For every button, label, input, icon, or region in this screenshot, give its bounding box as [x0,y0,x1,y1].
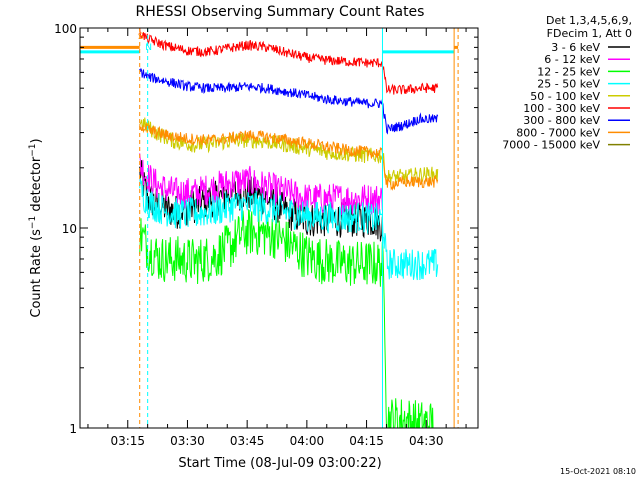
legend-entry: 100 - 300 keV [523,102,630,115]
legend-label: 300 - 800 keV [523,114,600,127]
legend-entry: 50 - 100 keV [530,90,630,103]
legend-title-line-1: Det 1,3,4,5,6,9, [546,14,632,27]
series-line-6-12-kev [139,153,383,216]
y-axis-label-mid: detector [29,156,44,216]
legend-entry: 25 - 50 keV [537,78,630,91]
legend-label: 12 - 25 keV [537,65,600,78]
legend-label: 25 - 50 keV [537,78,600,91]
y-tick-label: 1 [69,422,77,436]
x-tick-label: 03:45 [230,434,265,448]
legend-entry: 12 - 25 keV [537,65,630,78]
legend-entry: 300 - 800 keV [523,114,630,127]
legend-entry: 6 - 12 keV [544,53,630,66]
night-start-marker: N [145,43,152,53]
x-axis-label: Start Time (08-Jul-09 03:00:22) [178,456,381,471]
legend-label: 50 - 100 keV [530,90,600,103]
legend-label: 7000 - 15000 keV [502,139,600,152]
chart-title: RHESSI Observing Summary Count Rates [136,4,425,20]
footer-timestamp: 15-Oct-2021 08:10 [560,467,636,476]
y-axis-label-end: ) [29,138,44,143]
legend-label: 100 - 300 keV [523,102,600,115]
legend-entry: 3 - 6 keV [551,41,630,54]
x-tick-label: 04:30 [409,434,444,448]
series-line-800-7000-kev [139,122,439,191]
legend-entry: 800 - 7000 keV [516,126,630,139]
series-line-300-800-kev [139,67,439,135]
legend-label: 800 - 7000 keV [516,126,600,139]
series-line-25-50-kev [139,177,439,281]
y-axis-label-sup2: −1 [28,143,38,156]
x-tick-label: 04:00 [290,434,325,448]
y-axis-label-sup1: −1 [28,216,38,229]
saa-start-marker: S [138,32,144,42]
legend-label: 6 - 12 keV [544,53,600,66]
series-line-12-25-kev [139,208,434,428]
y-axis: 1 10 100 [54,22,478,436]
y-tick-label: 100 [54,22,77,36]
y-axis-label: Count Rate (s−1 detector−1) [28,138,44,317]
legend: Det 1,3,4,5,6,9, FDecim 1, Att 0 3 - 6 k… [502,14,632,152]
x-tick-label: 04:15 [349,434,384,448]
y-axis-label-main: Count Rate (s [29,229,44,318]
plot-area: SN [79,27,479,429]
legend-entry: 7000 - 15000 keV [502,139,630,152]
x-tick-label: 03:30 [170,434,205,448]
y-tick-label: 10 [62,222,77,236]
x-tick-label: 03:15 [110,434,145,448]
legend-label: 3 - 6 keV [551,41,600,54]
legend-title-line-2: FDecim 1, Att 0 [547,27,632,40]
x-axis: 03:15 03:30 03:45 04:00 04:15 04:30 [87,28,467,448]
series-line-100-300-kev [139,28,439,95]
